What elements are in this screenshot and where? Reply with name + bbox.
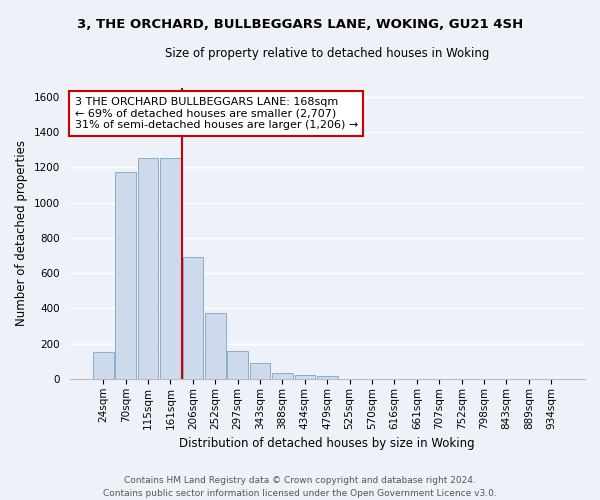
Bar [182,258,203,379]
Text: 3 THE ORCHARD BULLBEGGARS LANE: 168sqm
← 69% of detached houses are smaller (2,7: 3 THE ORCHARD BULLBEGGARS LANE: 168sqm ←… [74,97,358,130]
Bar [115,172,136,379]
Bar [205,313,226,379]
Bar [160,158,181,379]
Bar [295,376,315,379]
Y-axis label: Number of detached properties: Number of detached properties [15,140,28,326]
X-axis label: Distribution of detached houses by size in Woking: Distribution of detached houses by size … [179,437,475,450]
Bar [138,158,158,379]
Title: Size of property relative to detached houses in Woking: Size of property relative to detached ho… [165,48,490,60]
Bar [93,352,113,379]
Bar [227,350,248,379]
Bar [250,363,271,379]
Text: 3, THE ORCHARD, BULLBEGGARS LANE, WOKING, GU21 4SH: 3, THE ORCHARD, BULLBEGGARS LANE, WOKING… [77,18,523,30]
Bar [317,376,338,379]
Bar [272,372,293,379]
Text: Contains HM Land Registry data © Crown copyright and database right 2024.
Contai: Contains HM Land Registry data © Crown c… [103,476,497,498]
